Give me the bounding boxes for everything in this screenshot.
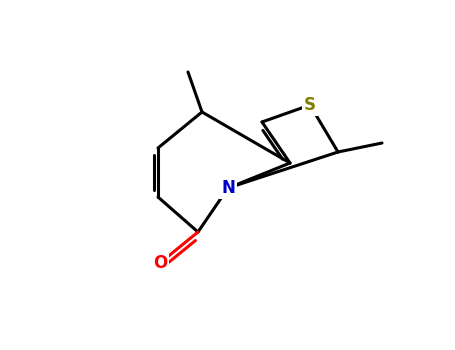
Text: N: N: [221, 179, 235, 197]
Text: O: O: [153, 254, 167, 272]
Text: S: S: [304, 96, 316, 114]
